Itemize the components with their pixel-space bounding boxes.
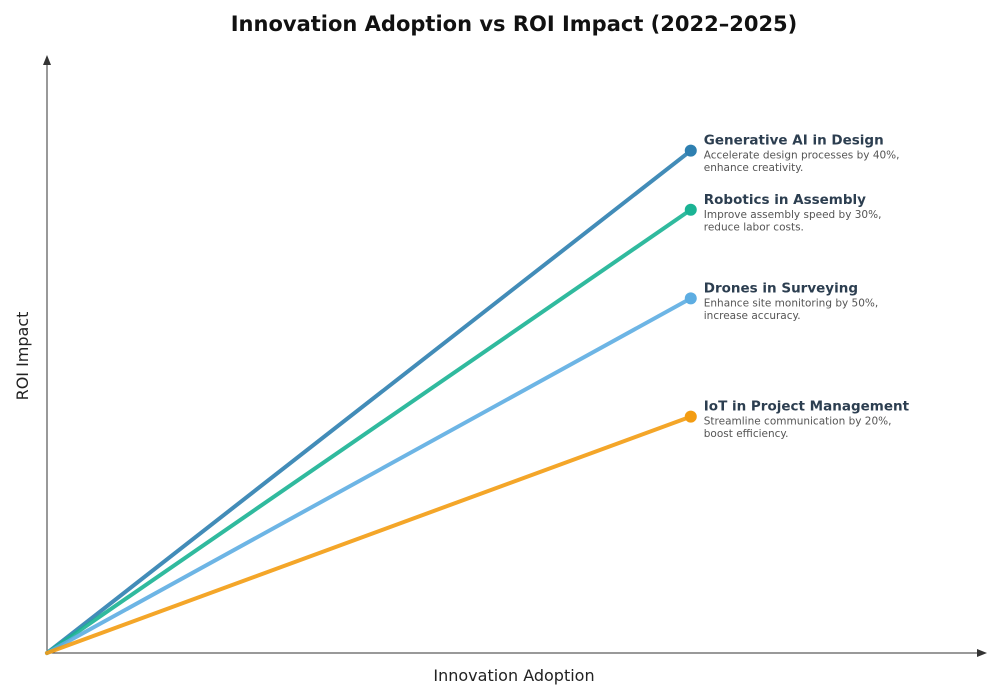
series-end-point [684, 203, 697, 216]
axes [43, 55, 987, 657]
y-axis-arrow [43, 55, 51, 65]
series-name-label: Generative AI in Design [704, 133, 884, 149]
x-axis-label: Innovation Adoption [433, 666, 594, 685]
series-name-label: Robotics in Assembly [704, 192, 866, 208]
series-name-label: Drones in Surveying [704, 280, 858, 296]
series-name-label: IoT in Project Management [704, 399, 910, 415]
chart-title: Innovation Adoption vs ROI Impact (2022–… [231, 12, 798, 36]
series-line [45, 414, 693, 655]
series-end-point [684, 292, 697, 305]
y-axis-label: ROI Impact [13, 312, 32, 401]
series-line [45, 296, 693, 655]
series-description: increase accuracy. [704, 310, 801, 322]
series-description: enhance creativity. [704, 162, 804, 174]
series-line [45, 148, 693, 655]
series-description: Enhance site monitoring by 50%, [704, 297, 878, 309]
series-description: Streamline communication by 20%, [704, 416, 892, 428]
series-description: Improve assembly speed by 30%, [704, 209, 882, 221]
series-end-point [684, 144, 697, 157]
x-axis-arrow [977, 649, 987, 657]
series-end-point [684, 410, 697, 423]
series-description: reduce labor costs. [704, 221, 804, 233]
series-description: Accelerate design processes by 40%, [704, 150, 900, 162]
series-description: boost efficiency. [704, 428, 789, 440]
series-line [45, 207, 693, 655]
